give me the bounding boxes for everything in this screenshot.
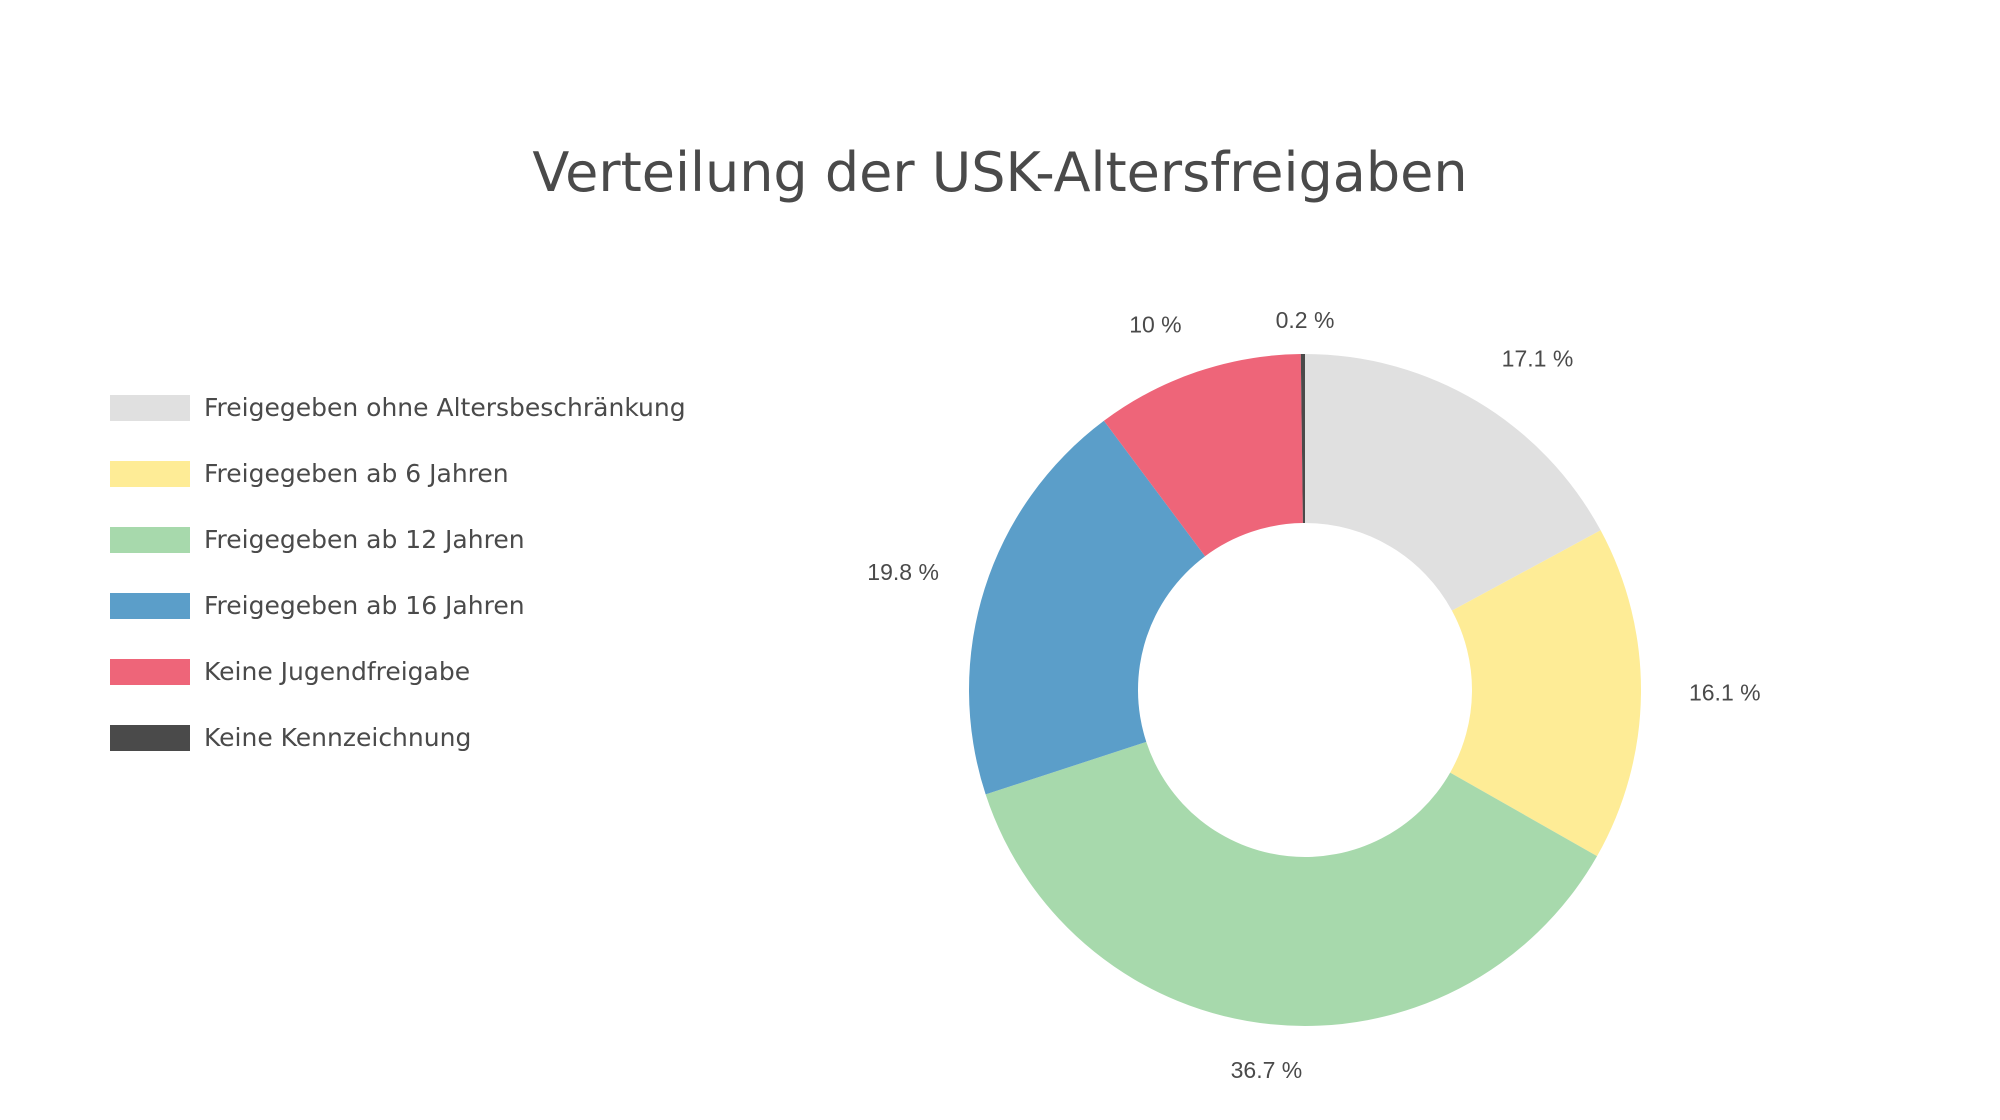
legend-label: Keine Jugendfreigabe bbox=[204, 657, 471, 686]
legend-swatch bbox=[110, 527, 190, 553]
donut-slice bbox=[1300, 354, 1305, 524]
legend-label: Freigegeben ab 16 Jahren bbox=[204, 591, 525, 620]
legend-swatch bbox=[110, 593, 190, 619]
legend-swatch bbox=[110, 395, 190, 421]
slice-data-label: 16.1 % bbox=[1689, 679, 1761, 705]
slice-data-label: 10 % bbox=[1129, 311, 1181, 337]
slice-data-label: 36.7 % bbox=[1231, 1057, 1303, 1083]
donut-slice bbox=[969, 420, 1206, 795]
donut-slices bbox=[969, 354, 1642, 1027]
legend-swatch bbox=[110, 659, 190, 685]
slice-data-label: 17.1 % bbox=[1502, 345, 1574, 371]
chart-title: Verteilung der USK-Altersfreigaben bbox=[532, 141, 1468, 204]
legend-label: Freigegeben ab 6 Jahren bbox=[204, 459, 509, 488]
donut-data-labels: 17.1 % 16.1 % 36.7 % 19.8 % 10 % 0.2 % bbox=[867, 307, 1760, 1083]
slice-data-label: 0.2 % bbox=[1276, 307, 1335, 333]
legend-label: Freigegeben ab 12 Jahren bbox=[204, 525, 525, 554]
legend-label: Keine Kennzeichnung bbox=[204, 723, 472, 752]
legend-swatch bbox=[110, 725, 190, 751]
legend-swatch bbox=[110, 461, 190, 487]
donut-slice bbox=[1305, 354, 1601, 611]
donut-slice bbox=[985, 741, 1598, 1027]
donut-slice bbox=[1103, 354, 1303, 557]
donut-slice bbox=[1450, 530, 1642, 857]
slice-data-label: 19.8 % bbox=[867, 559, 939, 585]
legend-label: Freigegeben ohne Altersbeschränkung bbox=[204, 393, 686, 422]
